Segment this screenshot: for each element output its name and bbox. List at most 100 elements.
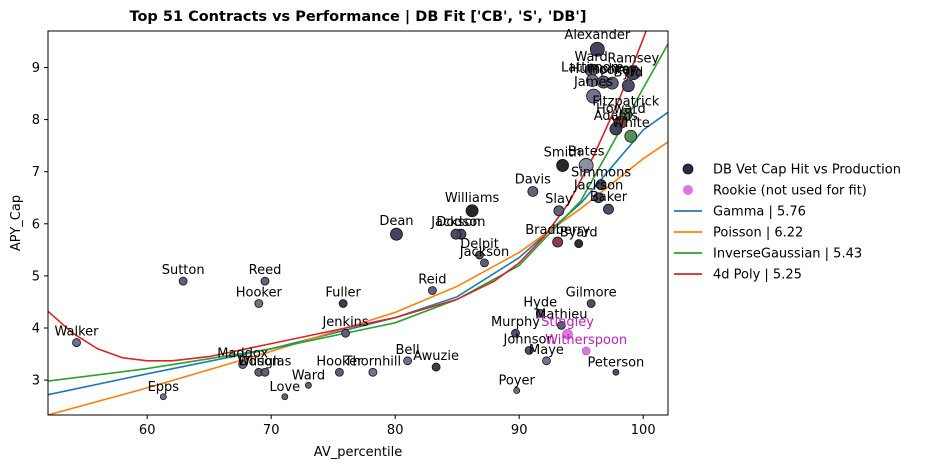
y-axis-label: APY_Cap xyxy=(9,195,24,251)
point-label: Johnson xyxy=(503,332,555,347)
point-label: Williams xyxy=(445,191,500,206)
y-tick-label: 3 xyxy=(32,374,40,389)
point-label: Wilson xyxy=(237,354,280,369)
fit-line-gamma xyxy=(48,111,668,396)
point-label: Ramsey xyxy=(607,52,659,67)
point-label: Thornhill xyxy=(344,354,402,369)
point-label: James xyxy=(573,75,613,90)
x-tick-label: 80 xyxy=(387,423,404,438)
point-label: Fitzpatrick xyxy=(592,94,659,109)
vet-point xyxy=(334,367,344,377)
y-tick-label: 6 xyxy=(32,217,40,232)
vet-point xyxy=(178,276,188,286)
point-label: Alexander xyxy=(564,28,630,43)
point-label: Davis xyxy=(515,172,551,187)
rookie-point-label: Witherspoon xyxy=(545,333,627,348)
vet-point xyxy=(624,129,638,143)
vet-point xyxy=(390,227,403,241)
vet-point xyxy=(281,393,289,401)
point-label: Bell xyxy=(396,343,420,358)
vet-point xyxy=(403,356,413,366)
point-label: Walker xyxy=(55,325,100,340)
vet-point xyxy=(511,328,520,338)
x-axis-label: AV_percentile xyxy=(314,445,402,460)
point-label: Smith xyxy=(544,145,582,160)
vet-point xyxy=(578,158,594,173)
point-label: Hooker xyxy=(236,285,283,300)
vet-point xyxy=(513,387,521,394)
vet-point xyxy=(260,276,270,286)
legend: DB Vet Cap Hit vs Production Rookie (not … xyxy=(674,163,901,283)
vet-point xyxy=(552,236,564,248)
vet-point xyxy=(304,381,312,389)
vet-point xyxy=(605,76,619,90)
point-label: Fuller xyxy=(325,285,361,300)
point-label: Byrd xyxy=(613,66,643,81)
plot-frame xyxy=(47,30,669,416)
point-label: Awuzie xyxy=(413,349,459,364)
vet-point xyxy=(338,299,348,308)
vet-point xyxy=(609,122,623,136)
point-label: Reed xyxy=(249,263,282,278)
vet-point xyxy=(612,368,620,376)
vet-point xyxy=(475,250,484,260)
legend-poly-label: 4d Poly | 5.25 xyxy=(713,268,802,283)
point-label: Dean xyxy=(379,214,413,229)
x-tick-label: 70 xyxy=(263,423,280,438)
rookie-point xyxy=(562,328,573,340)
point-label: Bates xyxy=(568,144,605,159)
vet-point xyxy=(341,328,351,338)
vet-point xyxy=(595,179,607,191)
y-tick-label: 4 xyxy=(32,321,40,336)
point-label: Maye xyxy=(529,343,564,358)
y-tick-label: 5 xyxy=(32,269,40,284)
fit-lines xyxy=(48,31,668,415)
legend-vet-marker xyxy=(682,163,694,175)
point-label: Douglas xyxy=(239,354,292,369)
chart-title: Top 51 Contracts vs Performance | DB Fit… xyxy=(130,9,587,25)
vet-point xyxy=(556,320,566,330)
point-label: Howard xyxy=(596,102,646,117)
legend-poisson-label: Poisson | 6.22 xyxy=(713,226,803,241)
vet-point xyxy=(542,356,551,366)
vet-point xyxy=(586,299,596,308)
scatter-points xyxy=(72,41,641,401)
vet-point xyxy=(254,299,264,308)
vet-point xyxy=(527,186,539,197)
point-label: Peterson xyxy=(588,355,645,370)
point-label: Jackson xyxy=(459,245,509,260)
point-label: Byard xyxy=(560,226,598,241)
point-label: Dodson xyxy=(436,215,485,230)
point-label: Baker xyxy=(590,190,628,205)
vet-point xyxy=(260,367,270,377)
legend-vet-label: DB Vet Cap Hit vs Production xyxy=(713,163,901,178)
point-label: Delpit xyxy=(460,237,499,252)
vet-point xyxy=(625,65,641,81)
point-label: Lattimore xyxy=(561,60,624,75)
legend-inverse-gaussian-label: InverseGaussian | 5.43 xyxy=(713,247,862,262)
point-label: White xyxy=(612,116,650,131)
x-tick-label: 90 xyxy=(511,423,528,438)
vet-point xyxy=(553,205,565,217)
y-axis-ticks: 3 4 5 6 7 8 9 xyxy=(32,61,48,389)
vet-point xyxy=(589,41,605,57)
point-label: Ward xyxy=(292,368,325,383)
point-label: Sutton xyxy=(162,263,205,278)
vet-point xyxy=(593,192,604,204)
point-label: Jackson xyxy=(430,215,480,230)
vet-point xyxy=(159,393,167,401)
point-label: Epps xyxy=(148,380,180,395)
vet-point xyxy=(524,345,534,355)
point-label: Love xyxy=(270,380,301,395)
fit-line-poisson xyxy=(48,141,668,415)
point-label: Hooker xyxy=(316,354,363,369)
x-axis-ticks: 60 70 80 90 100 xyxy=(139,415,656,438)
legend-gamma-label: Gamma | 5.76 xyxy=(713,205,806,220)
x-tick-label: 100 xyxy=(631,423,656,438)
rookie-point xyxy=(581,346,591,356)
point-label: Hooker xyxy=(589,63,636,78)
vet-point xyxy=(72,338,81,347)
vet-point xyxy=(621,79,635,93)
